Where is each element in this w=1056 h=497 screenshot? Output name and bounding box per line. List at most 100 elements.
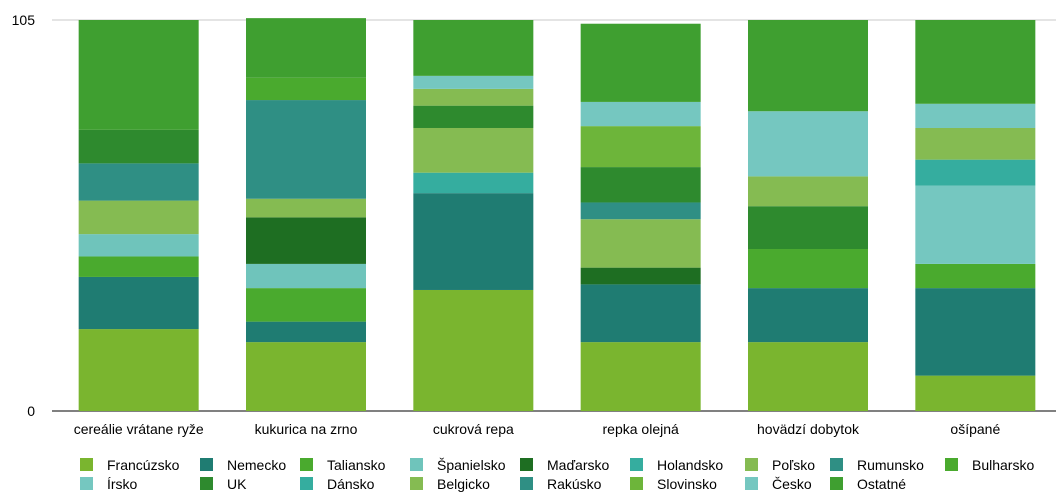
x-tick-label: kukurica na zrno <box>255 421 358 437</box>
bar-segment <box>748 249 868 289</box>
legend-swatch <box>80 477 93 490</box>
legend-item: Taliansko <box>300 457 386 473</box>
bar-stack <box>580 23 701 411</box>
bar-segment <box>246 263 366 289</box>
legend-swatch <box>630 458 643 471</box>
legend-label: Poľsko <box>772 457 815 473</box>
bar-segment <box>580 23 701 102</box>
bar-segment <box>915 185 1036 264</box>
bar-segment <box>78 163 199 201</box>
legend-swatch <box>945 458 958 471</box>
bar-stack <box>413 20 534 411</box>
bar-segment <box>413 193 534 290</box>
legend-item: Poľsko <box>745 457 815 473</box>
legend-item: Bulharsko <box>945 457 1034 473</box>
legend-label: Nemecko <box>227 457 286 473</box>
legend-item: Holandsko <box>630 457 723 473</box>
legend-item: Nemecko <box>200 457 286 473</box>
bar-segment <box>580 342 701 411</box>
legend-swatch <box>300 458 313 471</box>
bar-stack <box>78 20 199 411</box>
legend-label: Rumunsko <box>857 457 924 473</box>
bar-segment <box>748 111 868 177</box>
bar-segment <box>413 172 534 194</box>
legend-item: Rakúsko <box>520 476 602 492</box>
legend-item: Francúzsko <box>80 457 180 473</box>
bar-segment <box>246 198 366 218</box>
legend-swatch <box>745 477 758 490</box>
bar-segment <box>915 20 1036 104</box>
legend-item: UK <box>200 476 247 492</box>
bar-stack <box>748 20 868 411</box>
legend-swatch <box>80 458 93 471</box>
legend-swatch <box>830 458 843 471</box>
y-tick-label: 0 <box>27 403 35 419</box>
legend-item: Španielsko <box>410 457 506 473</box>
bar-segment <box>580 267 701 285</box>
legend-label: Slovinsko <box>657 476 717 492</box>
legend: Francúzsko Nemecko Taliansko Španielsko Maďa… <box>80 457 1034 492</box>
legend-label: Maďarsko <box>547 457 610 473</box>
legend-label: Česko <box>772 476 812 492</box>
legend-item: Slovinsko <box>630 476 717 492</box>
bar-segment <box>246 217 366 264</box>
legend-item: Belgicko <box>410 476 490 492</box>
legend-label: UK <box>227 476 247 492</box>
legend-label: Francúzsko <box>107 457 180 473</box>
legend-item: Česko <box>745 476 812 492</box>
bar-segment <box>78 200 199 235</box>
bar-segment <box>580 167 701 203</box>
legend-swatch <box>520 477 533 490</box>
bar-segment <box>580 101 701 127</box>
bar-segment <box>413 127 534 173</box>
bar-segment <box>915 288 1036 376</box>
legend-swatch <box>410 458 423 471</box>
bar-segment <box>413 20 534 76</box>
bar-segment <box>246 288 366 322</box>
bar-segment <box>78 256 199 277</box>
bar-segment <box>748 342 868 411</box>
x-tick-label: hovädzí dobytok <box>757 421 860 437</box>
bar-segment <box>580 284 701 343</box>
bar-segment <box>915 127 1036 160</box>
bar-segment <box>246 342 366 411</box>
legend-label: Dánsko <box>327 476 375 492</box>
bar-segment <box>413 75 534 89</box>
y-tick-label: 105 <box>12 12 36 28</box>
bar-segment <box>580 126 701 168</box>
bar-segment <box>246 100 366 199</box>
bar-segment <box>748 206 868 250</box>
y-axis: 0 105 <box>12 12 1056 419</box>
legend-swatch <box>300 477 313 490</box>
bar-segment <box>246 321 366 343</box>
legend-item: Ostatné <box>830 476 906 492</box>
legend-swatch <box>200 458 213 471</box>
legend-item: Maďarsko <box>520 457 610 473</box>
bar-segment <box>413 105 534 128</box>
bar-segment <box>915 103 1036 128</box>
legend-swatch <box>630 477 643 490</box>
bar-segment <box>246 77 366 101</box>
bar-stack <box>246 18 366 411</box>
legend-item: Rumunsko <box>830 457 924 473</box>
legend-label: Írsko <box>107 476 138 492</box>
legend-label: Rakúsko <box>547 476 602 492</box>
legend-item: Írsko <box>80 476 138 492</box>
bar-segment <box>580 219 701 268</box>
x-axis-labels: cereálie vrátane ryže kukurica na zrno cuk… <box>74 421 1001 437</box>
legend-swatch <box>520 458 533 471</box>
bars <box>78 18 1036 411</box>
bar-segment <box>78 234 199 257</box>
bar-segment <box>413 289 534 411</box>
x-tick-label: ošípané <box>950 421 1000 437</box>
legend-label: Ostatné <box>857 476 906 492</box>
legend-label: Holandsko <box>657 457 723 473</box>
legend-label: Španielsko <box>437 457 506 473</box>
legend-label: Belgicko <box>437 476 490 492</box>
bar-segment <box>413 88 534 106</box>
bar-segment <box>78 329 199 411</box>
bar-segment <box>580 202 701 220</box>
bar-segment <box>78 129 199 164</box>
bar-segment <box>915 375 1036 411</box>
x-tick-label: cereálie vrátane ryže <box>74 421 204 437</box>
